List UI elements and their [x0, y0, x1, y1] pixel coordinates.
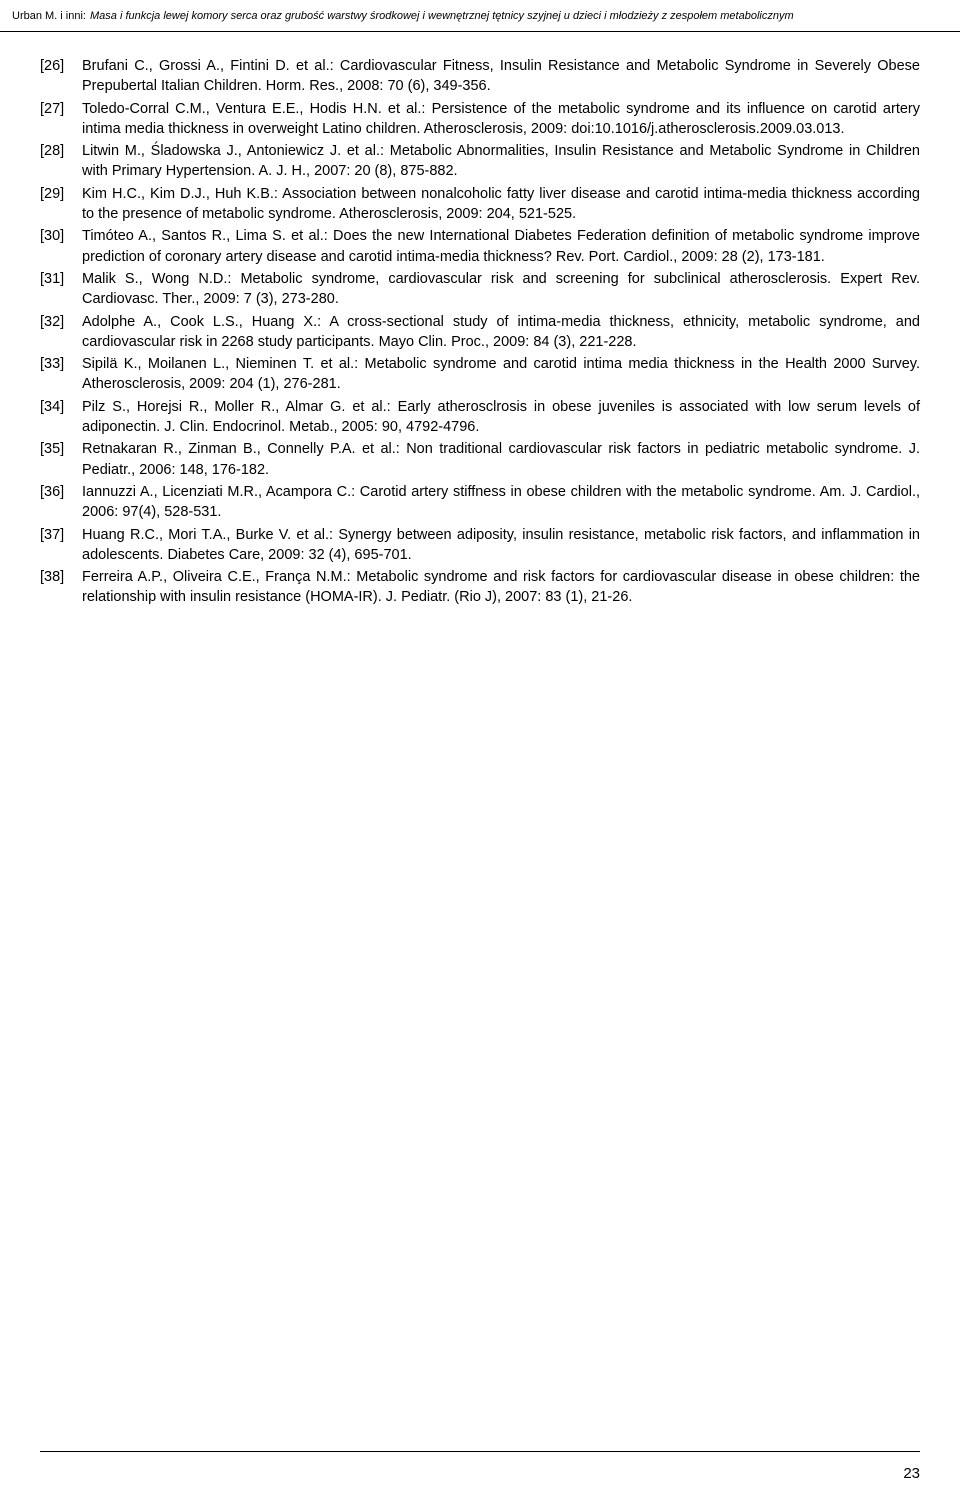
reference-number: [34] [40, 397, 82, 438]
reference-item: [26] Brufani C., Grossi A., Fintini D. e… [40, 56, 920, 97]
reference-text: Iannuzzi A., Licenziati M.R., Acampora C… [82, 482, 920, 523]
reference-text: Toledo-Corral C.M., Ventura E.E., Hodis … [82, 99, 920, 140]
reference-item: [29] Kim H.C., Kim D.J., Huh K.B.: Assoc… [40, 184, 920, 225]
reference-item: [37] Huang R.C., Mori T.A., Burke V. et … [40, 525, 920, 566]
reference-item: [34] Pilz S., Horejsi R., Moller R., Alm… [40, 397, 920, 438]
references-list: [26] Brufani C., Grossi A., Fintini D. e… [0, 32, 960, 608]
reference-text: Adolphe A., Cook L.S., Huang X.: A cross… [82, 312, 920, 353]
reference-text: Sipilä K., Moilanen L., Nieminen T. et a… [82, 354, 920, 395]
reference-number: [35] [40, 439, 82, 480]
reference-text: Malik S., Wong N.D.: Metabolic syndrome,… [82, 269, 920, 310]
reference-number: [29] [40, 184, 82, 225]
reference-number: [28] [40, 141, 82, 182]
header-authors: Urban M. i inni: [12, 10, 86, 22]
reference-item: [36] Iannuzzi A., Licenziati M.R., Acamp… [40, 482, 920, 523]
reference-number: [27] [40, 99, 82, 140]
reference-text: Huang R.C., Mori T.A., Burke V. et al.: … [82, 525, 920, 566]
reference-number: [26] [40, 56, 82, 97]
reference-item: [30] Timóteo A., Santos R., Lima S. et a… [40, 226, 920, 267]
reference-text: Timóteo A., Santos R., Lima S. et al.: D… [82, 226, 920, 267]
footer-divider [40, 1451, 920, 1452]
reference-number: [33] [40, 354, 82, 395]
page-header: Urban M. i inni: Masa i funkcja lewej ko… [0, 0, 960, 32]
reference-item: [33] Sipilä K., Moilanen L., Nieminen T.… [40, 354, 920, 395]
reference-item: [27] Toledo-Corral C.M., Ventura E.E., H… [40, 99, 920, 140]
page-number: 23 [903, 1465, 920, 1482]
reference-number: [37] [40, 525, 82, 566]
header-title: Masa i funkcja lewej komory serca oraz g… [90, 10, 794, 22]
reference-item: [31] Malik S., Wong N.D.: Metabolic synd… [40, 269, 920, 310]
reference-number: [30] [40, 226, 82, 267]
reference-number: [38] [40, 567, 82, 608]
reference-number: [32] [40, 312, 82, 353]
reference-number: [31] [40, 269, 82, 310]
reference-text: Ferreira A.P., Oliveira C.E., França N.M… [82, 567, 920, 608]
reference-number: [36] [40, 482, 82, 523]
reference-text: Pilz S., Horejsi R., Moller R., Almar G.… [82, 397, 920, 438]
reference-item: [28] Litwin M., Śladowska J., Antoniewic… [40, 141, 920, 182]
reference-text: Brufani C., Grossi A., Fintini D. et al.… [82, 56, 920, 97]
reference-item: [35] Retnakaran R., Zinman B., Connelly … [40, 439, 920, 480]
reference-item: [32] Adolphe A., Cook L.S., Huang X.: A … [40, 312, 920, 353]
reference-text: Litwin M., Śladowska J., Antoniewicz J. … [82, 141, 920, 182]
reference-text: Retnakaran R., Zinman B., Connelly P.A. … [82, 439, 920, 480]
reference-item: [38] Ferreira A.P., Oliveira C.E., Franç… [40, 567, 920, 608]
reference-text: Kim H.C., Kim D.J., Huh K.B.: Associatio… [82, 184, 920, 225]
